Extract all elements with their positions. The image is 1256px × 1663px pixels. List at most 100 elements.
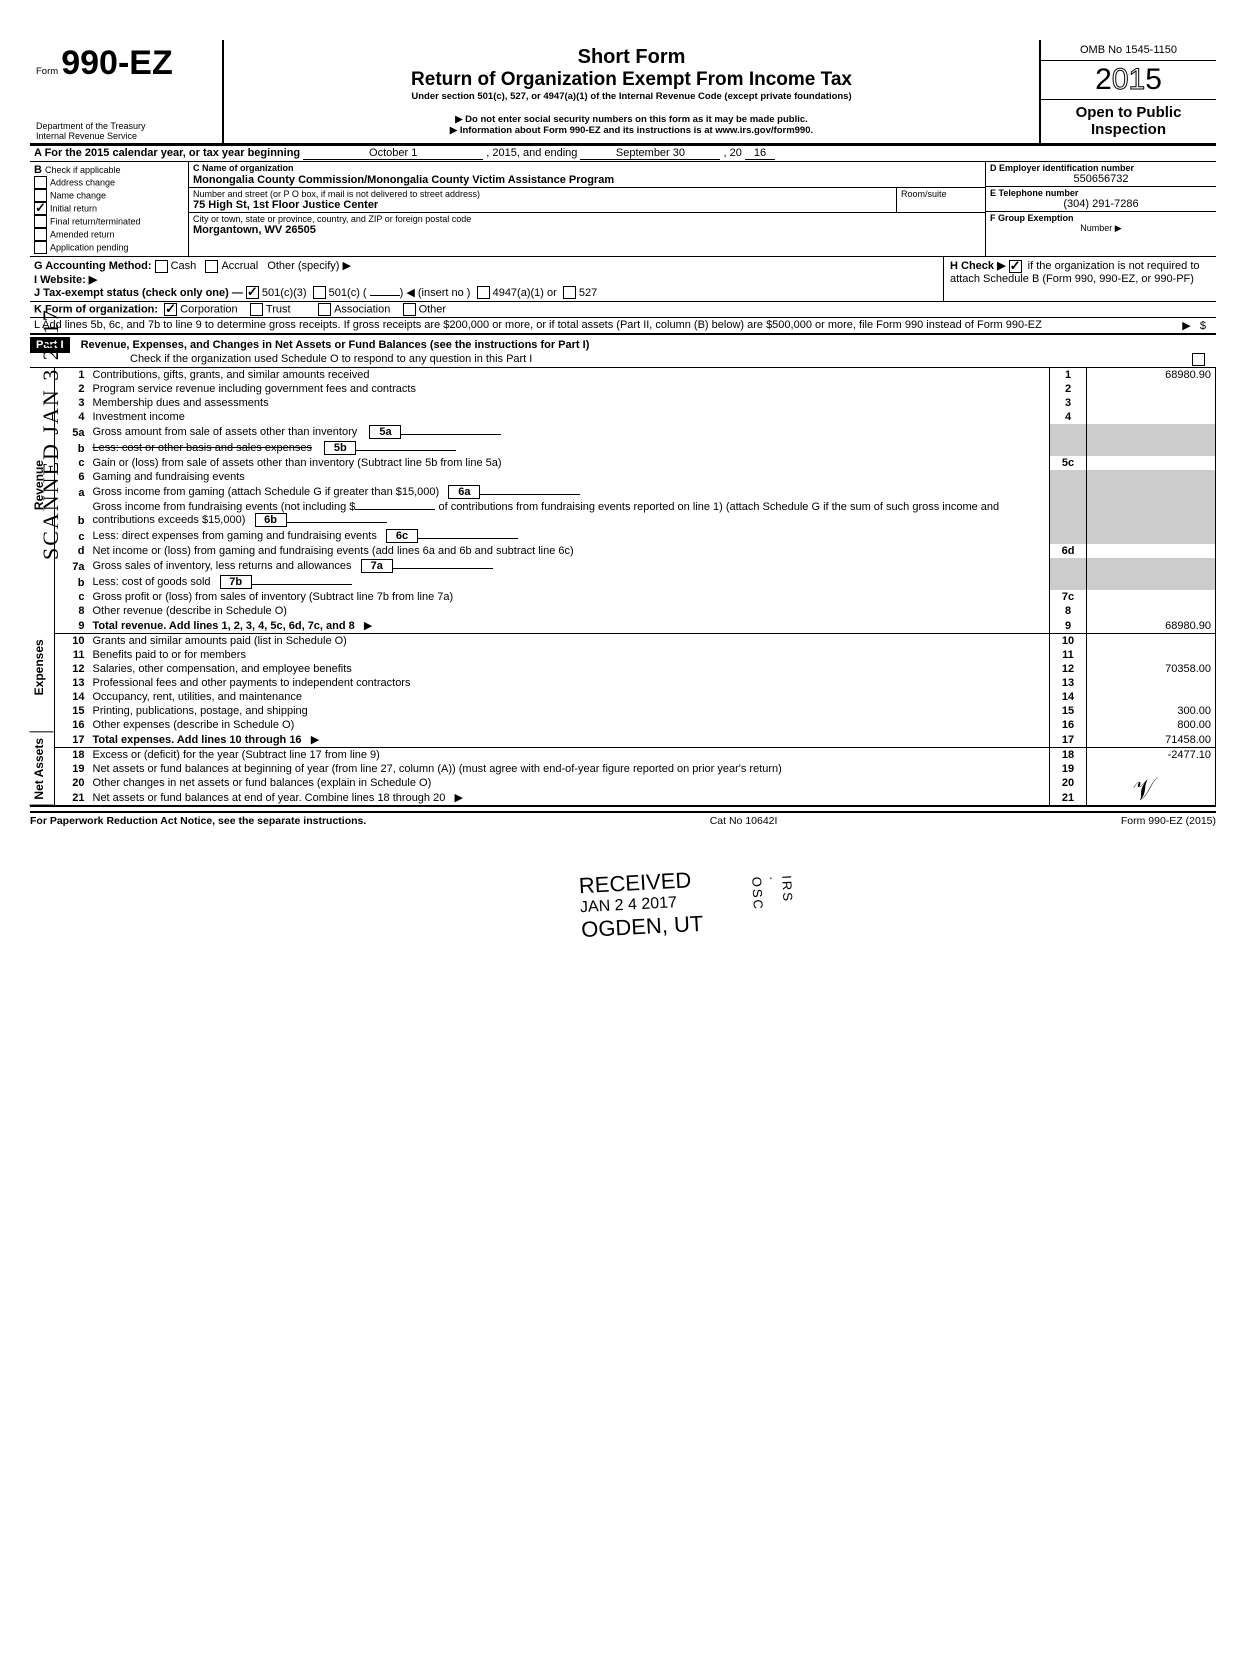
cb-trust[interactable] [250,303,263,316]
f-label: F Group Exemption [990,213,1212,223]
b5: Application pending [50,242,129,252]
val-11[interactable] [1087,648,1216,662]
val-6d[interactable] [1087,544,1216,558]
line-5c: Gain or (loss) from sale of assets other… [89,456,1050,470]
line-13: Professional fees and other payments to … [89,676,1050,690]
val-5c[interactable] [1087,456,1216,470]
line-18: Excess or (deficit) for the year (Subtra… [89,748,1050,763]
cb-4947[interactable] [477,286,490,299]
line-4: Investment income [89,410,1050,424]
line-12: Salaries, other compensation, and employ… [89,662,1050,676]
line-19: Net assets or fund balances at beginning… [89,762,1050,776]
g-accrual: Accrual [221,260,258,272]
val-9[interactable]: 68980.90 [1087,618,1216,634]
city-label: City or town, state or province, country… [193,214,981,224]
line-6b1: Gross income from fundraising events (no… [93,501,356,513]
line-6c: Less: direct expenses from gaming and fu… [93,530,377,542]
cb-501c[interactable] [313,286,326,299]
line-17: Total expenses. Add lines 10 through 16 [93,734,302,746]
val-7c[interactable] [1087,590,1216,604]
val-17[interactable]: 71458.00 [1087,732,1216,748]
val-2[interactable] [1087,382,1216,396]
city[interactable]: Morgantown, WV 26505 [193,224,981,236]
line-7b: Less: cost of goods sold [93,576,211,588]
cb-corp[interactable] [164,303,177,316]
line-14: Occupancy, rent, utilities, and maintena… [89,690,1050,704]
val-3[interactable] [1087,396,1216,410]
cb-other[interactable] [403,303,416,316]
line-2: Program service revenue including govern… [89,382,1050,396]
info: Information about Form 990-EZ and its in… [232,125,1031,136]
a-yv[interactable]: 16 [745,147,775,160]
line-8: Other revenue (describe in Schedule O) [89,604,1050,618]
l-text: L Add lines 5b, 6c, and 7b to line 9 to … [34,319,1042,331]
row-g: G Accounting Method: Cash Accrual Other … [34,259,939,273]
j-e: 527 [579,287,597,299]
a-y20: , 20 [724,147,742,159]
phone[interactable]: (304) 291-7286 [990,198,1212,210]
val-13[interactable] [1087,676,1216,690]
val-12[interactable]: 70358.00 [1087,662,1216,676]
val-4[interactable] [1087,410,1216,424]
k-other: Other [419,304,447,316]
val-15[interactable]: 300.00 [1087,704,1216,718]
b-check-label: Check if applicable [45,165,121,175]
line-10: Grants and similar amounts paid (list in… [89,634,1050,649]
vlabel-netassets: Net Assets [30,733,54,806]
received-stamp: RECEIVED JAN 2 4 2017 OGDEN, UT [578,867,704,943]
tax-year: 2015 [1041,61,1216,99]
l-dollar: $ [1200,320,1206,332]
cb-accrual[interactable] [205,260,218,273]
line-11: Benefits paid to or for members [89,648,1050,662]
part1-check: Check if the organization used Schedule … [130,353,532,365]
section-h: H Check ▶ if the organization is not req… [943,257,1216,301]
line-7c: Gross profit or (loss) from sales of inv… [89,590,1050,604]
cb-amended[interactable] [34,228,47,241]
omb: OMB No 1545-1150 [1041,40,1216,61]
b-letter: B [34,164,42,176]
cb-initial[interactable] [34,202,47,215]
val-16[interactable]: 800.00 [1087,718,1216,732]
cb-final[interactable] [34,215,47,228]
org-name[interactable]: Monongalia County Commission/Monongalia … [189,174,985,188]
warning: Do not enter social security numbers on … [232,114,1031,125]
val-10[interactable] [1087,634,1216,649]
lines-table: 1Contributions, gifts, grants, and simil… [55,368,1217,805]
k-assoc: Association [334,304,390,316]
cb-part1[interactable] [1192,353,1205,366]
d-label: D Employer identification number [990,163,1212,173]
section-c: C Name of organization Monongalia County… [189,162,985,256]
room-label: Room/suite [901,189,981,199]
line-6: Gaming and fundraising events [89,470,1050,484]
line-6d: Net income or (loss) from gaming and fun… [89,544,1050,558]
addr[interactable]: 75 High St, 1st Floor Justice Center [193,199,892,211]
cb-cash[interactable] [155,260,168,273]
line-5b: Less: cost or other basis and sales expe… [93,442,313,454]
cb-527[interactable] [563,286,576,299]
a-mid: , 2015, and ending [486,147,577,159]
line-16: Other expenses (describe in Schedule O) [89,718,1050,732]
c-label: C Name of organization [189,162,985,174]
val-14[interactable] [1087,690,1216,704]
main-table: Revenue Expenses Net Assets 1Contributio… [30,368,1216,807]
a-begin[interactable]: October 1 [303,147,483,160]
val-8[interactable] [1087,604,1216,618]
section: Under section 501(c), 527, or 4947(a)(1)… [232,91,1031,102]
b4: Amended return [50,229,115,239]
a-end[interactable]: September 30 [580,147,720,160]
i-label: I Website: ▶ [34,274,97,286]
form-header: Form 990-EZ Department of the Treasury I… [30,40,1216,145]
val-1[interactable]: 68980.90 [1087,368,1216,382]
val-18[interactable]: -2477.10 [1087,748,1216,763]
cb-h[interactable] [1009,260,1022,273]
section-b: B Check if applicable Address change Nam… [30,162,189,256]
cb-501c3[interactable] [246,286,259,299]
irs-label: Internal Revenue Service [36,131,216,141]
ein[interactable]: 550656732 [990,173,1212,185]
cb-pending[interactable] [34,241,47,254]
k-corp: Corporation [180,304,237,316]
line-3: Membership dues and assessments [89,396,1050,410]
cb-assoc[interactable] [318,303,331,316]
cb-address[interactable] [34,176,47,189]
j-label: J Tax-exempt status (check only one) — [34,287,243,299]
